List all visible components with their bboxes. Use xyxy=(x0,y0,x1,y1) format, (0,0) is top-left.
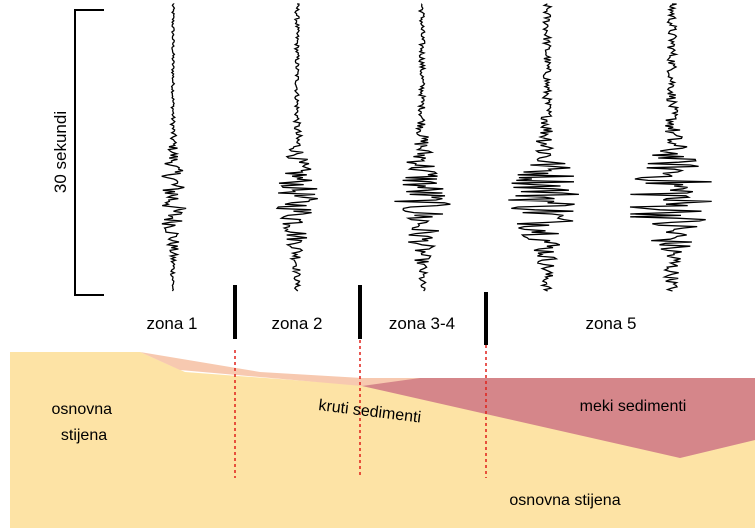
time-scale-bracket xyxy=(74,9,104,296)
bedrock-layer xyxy=(10,352,755,528)
seismogram-trace xyxy=(275,3,318,292)
soft-sediment-layer xyxy=(362,378,755,458)
time-scale-label: 30 sekundi xyxy=(51,111,70,193)
bedrock-bottom-label: osnovna stijena xyxy=(509,492,620,509)
seismogram-trace xyxy=(629,3,712,292)
bedrock-left-label: osnovna stijena xyxy=(52,401,117,444)
zone-label-1: zona 1 xyxy=(146,314,197,333)
seismogram-trace xyxy=(161,3,187,292)
zone-label-3-4: zona 3-4 xyxy=(389,314,455,333)
soft-sediments-label: meki sedimenti xyxy=(580,398,687,415)
seismograms xyxy=(161,3,712,292)
zone-label-5: zona 5 xyxy=(585,314,636,333)
seismogram-trace xyxy=(508,3,579,292)
seismogram-trace xyxy=(394,3,451,292)
zone-label-2: zona 2 xyxy=(271,314,322,333)
